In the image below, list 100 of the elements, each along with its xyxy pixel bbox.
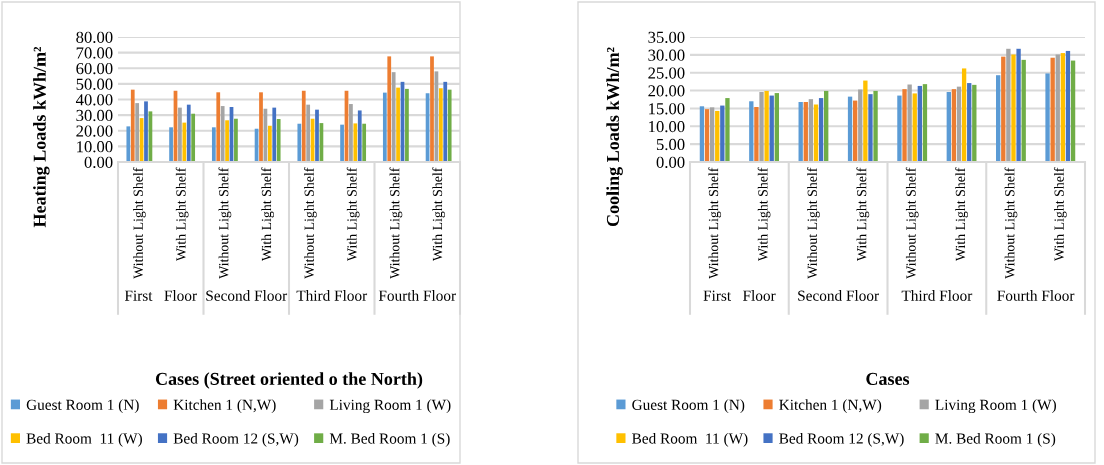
bar <box>858 89 863 162</box>
bar <box>1001 56 1006 162</box>
bar <box>813 104 819 162</box>
bar <box>126 126 131 162</box>
bar <box>951 89 957 162</box>
bar <box>764 90 769 162</box>
bar <box>272 107 277 162</box>
bar <box>438 88 443 162</box>
bar <box>902 89 907 162</box>
legend-label: Bed Room 11 (W) <box>26 432 142 447</box>
y-tick-label: 80.00 <box>76 31 113 44</box>
bar <box>868 94 873 162</box>
bar <box>357 110 362 162</box>
bar <box>798 102 803 162</box>
x-tick-label: With Light Shelf <box>757 167 771 262</box>
y-tick-label: 30.00 <box>648 49 685 61</box>
y-tick-label: 50.00 <box>76 78 113 90</box>
x-tick-label: Without Light Shelf <box>708 167 722 279</box>
bar <box>803 102 808 162</box>
bar <box>130 89 135 162</box>
bar <box>382 92 387 162</box>
x-tick-label: Without Light Shelf <box>303 167 317 279</box>
x-tick-label: With Light Shelf <box>432 167 446 262</box>
x-axis-title: Cases <box>866 372 910 385</box>
bar <box>720 105 725 162</box>
legend-label: Bed Room 11 (W) <box>632 432 748 447</box>
y-tick-label: 40.00 <box>75 94 113 106</box>
bar <box>1045 73 1050 162</box>
x-tick-label: Without Light Shelf <box>389 167 403 279</box>
y-tick-label: 10.00 <box>649 120 685 133</box>
bar <box>225 120 229 162</box>
text: Second Floor <box>206 290 288 301</box>
x-tick-label: With Light Shelf <box>261 167 275 262</box>
bar <box>897 95 902 162</box>
bar <box>443 81 448 162</box>
bar <box>967 83 972 162</box>
bar <box>178 107 182 162</box>
bar <box>725 98 730 162</box>
x-tick-label: With Light Shelf <box>1053 167 1067 262</box>
bar <box>715 110 720 162</box>
bar <box>1006 48 1011 162</box>
bar <box>1065 50 1071 162</box>
bar <box>1050 57 1055 162</box>
bar <box>297 123 302 162</box>
bar <box>956 86 962 162</box>
bar <box>759 92 764 162</box>
y-tick-label: 0.00 <box>84 156 113 169</box>
x-axis-title: Cases (Street oriented o the North) <box>155 372 423 389</box>
bar <box>191 113 196 162</box>
bar <box>912 93 917 162</box>
bar <box>135 103 140 162</box>
bar <box>396 87 400 162</box>
legend-label: Living Room 1 (W) <box>329 399 451 414</box>
bar <box>144 101 148 162</box>
bar <box>301 90 306 162</box>
bar <box>749 101 754 162</box>
bar <box>340 124 344 162</box>
y-tick-label: 5.00 <box>656 138 685 151</box>
bar <box>186 104 191 162</box>
bar <box>873 90 878 162</box>
y-tick-label: 30.00 <box>76 109 113 122</box>
bar <box>824 90 829 162</box>
legend-label: Guest Room 1 (N) <box>26 399 139 414</box>
y-tick-label: 25.00 <box>648 67 685 79</box>
bar <box>216 92 221 162</box>
y-axis-title: Cooling Loads kWh/m² <box>606 47 623 227</box>
bar <box>405 88 409 162</box>
bar <box>996 75 1001 162</box>
legend-label: Kitchen 1 (N,W) <box>173 399 276 414</box>
text: Second Floor <box>798 290 879 301</box>
legend-label: M. Bed Room 1 (S) <box>935 432 1056 447</box>
bar <box>769 95 774 162</box>
bar <box>847 96 853 162</box>
x-tick-label: Without Light Shelf <box>905 167 919 279</box>
text: Third Floor <box>901 290 973 301</box>
bar <box>917 85 923 162</box>
y-tick-label: 20.00 <box>76 125 113 137</box>
bar <box>169 127 173 162</box>
bar <box>1016 48 1021 162</box>
bar <box>391 72 396 162</box>
bar <box>387 56 392 162</box>
bar <box>1060 53 1066 162</box>
bar <box>863 80 868 162</box>
x-tick-label: Without Light Shelf <box>1004 167 1018 279</box>
bar <box>315 109 319 162</box>
bar <box>1011 54 1016 162</box>
bar <box>818 98 824 162</box>
legend-label: Kitchen 1 (N,W) <box>779 399 882 414</box>
bar <box>211 127 216 162</box>
bar <box>1021 59 1026 162</box>
bar <box>709 107 715 162</box>
bar <box>182 122 187 162</box>
bar <box>267 125 272 162</box>
legend-label: M. Bed Room 1 (S) <box>329 432 450 447</box>
text: First Floor <box>124 290 197 301</box>
bar <box>808 99 814 162</box>
bar <box>704 109 710 162</box>
bar <box>1070 60 1076 162</box>
bar <box>946 92 951 162</box>
bar <box>852 100 858 162</box>
